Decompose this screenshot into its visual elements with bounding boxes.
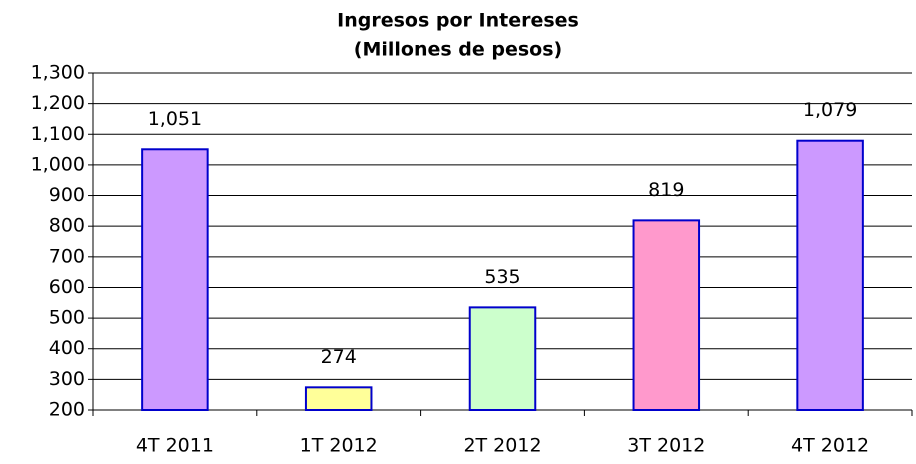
bar bbox=[796, 139, 864, 411]
value-label: 274 bbox=[321, 346, 357, 368]
chart-subtitle: (Millones de pesos) bbox=[354, 39, 562, 61]
bar bbox=[304, 386, 373, 412]
y-tick-label: 1,000 bbox=[31, 153, 85, 175]
y-tick-label: 200 bbox=[49, 399, 85, 421]
y-tick-label: 800 bbox=[49, 215, 85, 237]
value-label: 819 bbox=[648, 179, 684, 201]
y-tick-label: 400 bbox=[49, 337, 85, 359]
y-tick-label: 700 bbox=[49, 245, 85, 267]
value-label: 1,079 bbox=[803, 99, 857, 121]
value-label: 535 bbox=[484, 266, 520, 288]
y-tick-label: 1,200 bbox=[31, 92, 85, 114]
bar bbox=[632, 219, 701, 411]
y-tick-label: 1,100 bbox=[31, 123, 85, 145]
y-tick-label: 300 bbox=[49, 368, 85, 390]
x-tick-label: 1T 2012 bbox=[300, 435, 378, 457]
y-tick-label: 500 bbox=[49, 307, 85, 329]
value-label: 1,051 bbox=[148, 108, 202, 130]
y-tick-label: 1,300 bbox=[31, 62, 85, 84]
x-tick-label: 4T 2012 bbox=[791, 435, 869, 457]
y-tick-label: 900 bbox=[49, 184, 85, 206]
chart-title: Ingresos por Intereses bbox=[337, 10, 579, 32]
bar bbox=[141, 148, 209, 411]
y-tick-label: 600 bbox=[49, 276, 85, 298]
bar bbox=[468, 306, 537, 412]
x-tick-label: 4T 2011 bbox=[136, 435, 214, 457]
x-tick-label: 3T 2012 bbox=[627, 435, 705, 457]
x-tick-label: 2T 2012 bbox=[463, 435, 541, 457]
